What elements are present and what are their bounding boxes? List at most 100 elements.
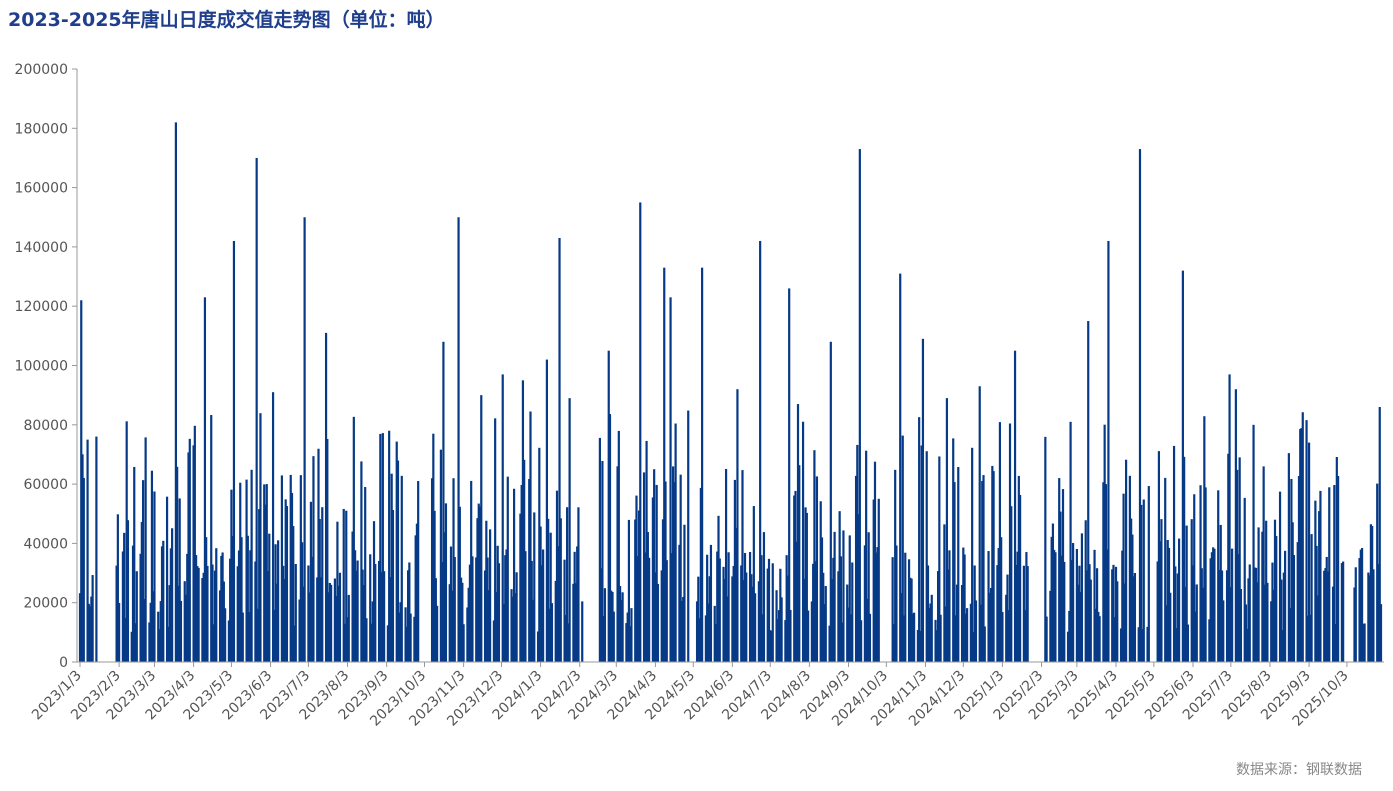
bar (820, 537, 824, 662)
bar (564, 615, 567, 662)
bar (1219, 524, 1222, 662)
bar (679, 474, 682, 662)
bar (246, 535, 249, 662)
bar (1147, 486, 1150, 662)
bar (910, 578, 913, 662)
bar (1305, 420, 1308, 662)
bar (771, 563, 774, 662)
bar (218, 590, 222, 662)
bar (548, 608, 551, 662)
bar (289, 474, 292, 662)
bar (347, 594, 350, 662)
bar (644, 552, 647, 662)
bar (520, 485, 523, 662)
bar (524, 551, 527, 662)
bar (1335, 457, 1338, 662)
bar (1218, 569, 1221, 662)
bar (1186, 624, 1190, 662)
bar (284, 499, 287, 662)
bar (969, 603, 972, 662)
bar (698, 618, 701, 662)
bar (345, 510, 348, 662)
y-tick-label: 20000 (23, 596, 68, 612)
bar (687, 410, 690, 662)
bar (627, 519, 631, 662)
bar (265, 484, 268, 662)
bar (1185, 525, 1188, 662)
bar (558, 238, 561, 662)
bar (754, 593, 757, 662)
bar (954, 615, 957, 662)
bar (1213, 548, 1216, 662)
bar (907, 559, 911, 662)
bar (1164, 477, 1167, 662)
bar (804, 507, 807, 662)
bar (495, 592, 498, 662)
bar (726, 596, 729, 662)
bar (972, 631, 975, 662)
bar (1208, 619, 1211, 662)
bar (1119, 628, 1123, 662)
bar (865, 450, 868, 662)
bar (1089, 579, 1092, 662)
bar (944, 606, 947, 662)
bar (1236, 469, 1239, 662)
bar (1354, 567, 1357, 662)
bar (159, 601, 162, 662)
bar (158, 629, 161, 662)
bar (152, 591, 155, 662)
bar (829, 341, 832, 662)
bar (872, 499, 875, 662)
bar (178, 498, 181, 662)
bar (224, 608, 227, 662)
bar (330, 584, 333, 662)
bar (555, 490, 559, 662)
bar (130, 631, 133, 662)
bar (1049, 590, 1052, 662)
bar (1193, 494, 1196, 662)
bar (707, 603, 710, 662)
bar (1256, 582, 1259, 662)
bar (149, 602, 152, 662)
bar (247, 612, 251, 662)
bar (162, 540, 165, 662)
bar (936, 571, 940, 662)
bar (814, 561, 817, 662)
bar (1114, 566, 1118, 662)
bar (364, 487, 367, 662)
bar (1160, 519, 1163, 662)
bar (538, 447, 541, 662)
bar (319, 577, 323, 662)
bar (1103, 424, 1106, 662)
bar (1194, 611, 1197, 662)
bar (664, 481, 667, 662)
bar (134, 623, 137, 662)
bar (1314, 500, 1317, 662)
bar (860, 620, 863, 662)
bar (258, 509, 261, 662)
bar (1085, 570, 1089, 662)
bar (991, 465, 994, 662)
bar (979, 604, 983, 662)
bar (338, 572, 342, 662)
bar (904, 552, 907, 662)
bar (230, 489, 233, 662)
bar (379, 433, 382, 662)
bar (1271, 562, 1274, 662)
bar (1252, 424, 1255, 662)
bar (462, 624, 465, 662)
bar (171, 528, 174, 662)
bar (776, 619, 779, 662)
bar (798, 465, 801, 662)
bar (399, 602, 402, 662)
bar (1102, 482, 1105, 662)
bar (1190, 519, 1193, 662)
bar (723, 579, 726, 662)
bar (448, 584, 451, 662)
bar (1222, 600, 1225, 662)
bar (1200, 568, 1203, 662)
bar (241, 612, 244, 662)
bar (542, 549, 545, 662)
bar (274, 544, 277, 662)
